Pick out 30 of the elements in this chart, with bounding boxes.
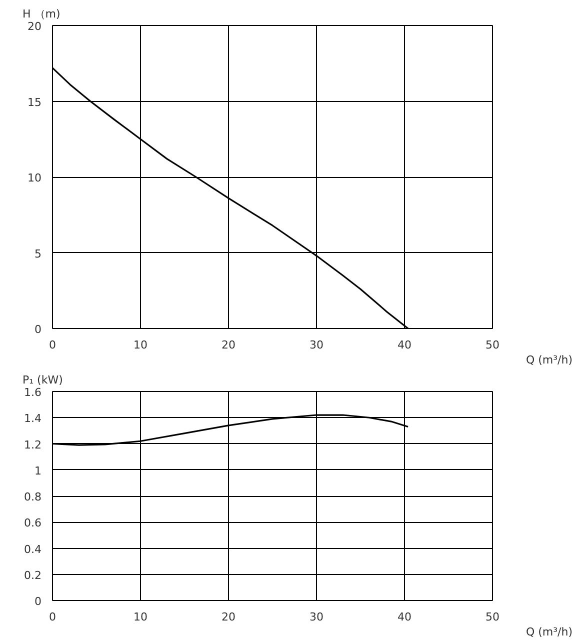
x-tick-label: 20 [222,610,236,624]
y-tick-label: 0 [34,595,42,608]
x-tick-label: 40 [398,338,412,352]
y-tick-label: 15 [28,96,42,109]
x-tick-label: 0 [49,338,56,352]
x-tick-label: 40 [398,610,412,624]
y-tick-label: 1 [34,464,42,478]
x-tick-label: 50 [486,610,500,624]
y-tick-label: 1.6 [24,386,42,399]
y-tick-label: 10 [28,172,42,184]
y-axis-title: P₁ (kW) [22,374,63,386]
x-axis-title: Q (m³/h) [526,354,573,366]
x-tick-label: 10 [134,610,148,624]
x-tick-label: 0 [49,610,56,624]
y-tick-label: 0.6 [24,516,42,530]
y-tick-label: 0 [34,323,42,336]
y-axis-title: H （m) [22,8,60,20]
y-tick-label: 1.4 [24,412,42,426]
y-tick-label: 0.8 [24,490,42,504]
y-tick-label: 20 [28,20,42,33]
x-tick-label: 30 [310,338,324,352]
x-tick-label: 50 [486,338,500,352]
y-tick-label: 5 [34,247,42,260]
x-tick-label: 30 [310,610,324,624]
y-tick-label: 0.4 [24,542,42,556]
y-tick-label: 1.2 [24,438,42,452]
x-tick-label: 20 [222,338,236,352]
y-tick-label: 0.2 [24,568,42,582]
x-tick-label: 10 [134,338,148,352]
x-axis-title: Q (m³/h) [526,626,573,638]
